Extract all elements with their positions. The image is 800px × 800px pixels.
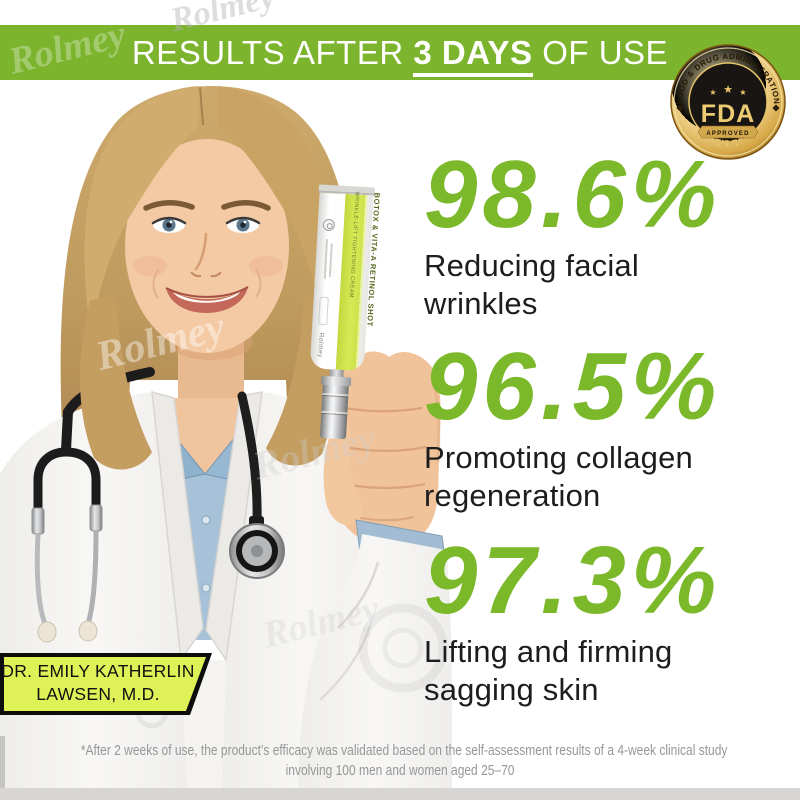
tube-product-subtitle: WRINKLE-LIFT TIGHTENING CREAM: [347, 191, 360, 298]
disclaimer-line1: *After 2 weeks of use, the product’s eff…: [80, 742, 728, 759]
fda-ribbon-text: APPROVED: [706, 131, 749, 137]
tube-fine-print: [323, 238, 329, 279]
disclaimer: *After 2 weeks of use, the product’s eff…: [0, 741, 800, 781]
tube-brand-text: Rolmey: [316, 332, 325, 358]
stat-label: Promoting collagen regeneration: [424, 440, 693, 514]
disclaimer-line2: involving 100 men and women aged 25–70: [285, 761, 515, 779]
stat-value: 96.5%: [424, 333, 722, 440]
watermark-ring: [382, 627, 424, 669]
watermark-ring: [358, 603, 448, 693]
fda-stars-row: ✦ ★ ✦: [715, 142, 741, 149]
stat-label: Reducing facial wrinkles: [424, 248, 639, 322]
tube-emblem-icon: [322, 218, 336, 232]
tube-fine-print: [328, 243, 333, 278]
name-tag-text: DR. EMILY KATHERLIN LAWSEN, M.D.: [1, 661, 195, 704]
banner-highlight: 3 DAYS: [413, 33, 533, 77]
fda-star: ★: [739, 88, 746, 97]
banner-text: RESULTS AFTER 3 DAYS OF USE: [132, 33, 668, 77]
stat-wrinkles: 98.6% Reducing facial wrinkles: [424, 147, 796, 323]
stat-value: 98.6%: [424, 141, 722, 248]
stat-collagen: 96.5% Promoting collagen regeneration: [424, 339, 796, 515]
tube-product-name: BOTOX & VITA-A RETINOL SHOT: [365, 192, 382, 328]
stat-lifting: 97.3% Lifting and firming sagging skin: [424, 533, 796, 709]
fda-star: ★: [709, 88, 716, 97]
tube-cap-ring: [320, 375, 352, 387]
results-banner: RESULTS AFTER 3 DAYS OF USE: [0, 25, 800, 80]
stat-label: Lifting and firming sagging skin: [424, 634, 673, 708]
doctor-name-tag: DR. EMILY KATHERLIN LAWSEN, M.D.: [0, 653, 212, 715]
fda-center-text: FDA: [701, 100, 755, 128]
fda-star: ★: [723, 84, 733, 96]
name-tag-shape: [0, 653, 212, 715]
fda-approved-badge: FOOD & DRUG ADMINISTRATION APPROVED ★ ★ …: [670, 44, 786, 160]
stat-value: 97.3%: [424, 527, 722, 634]
tube-fine-print-box: [318, 296, 329, 326]
